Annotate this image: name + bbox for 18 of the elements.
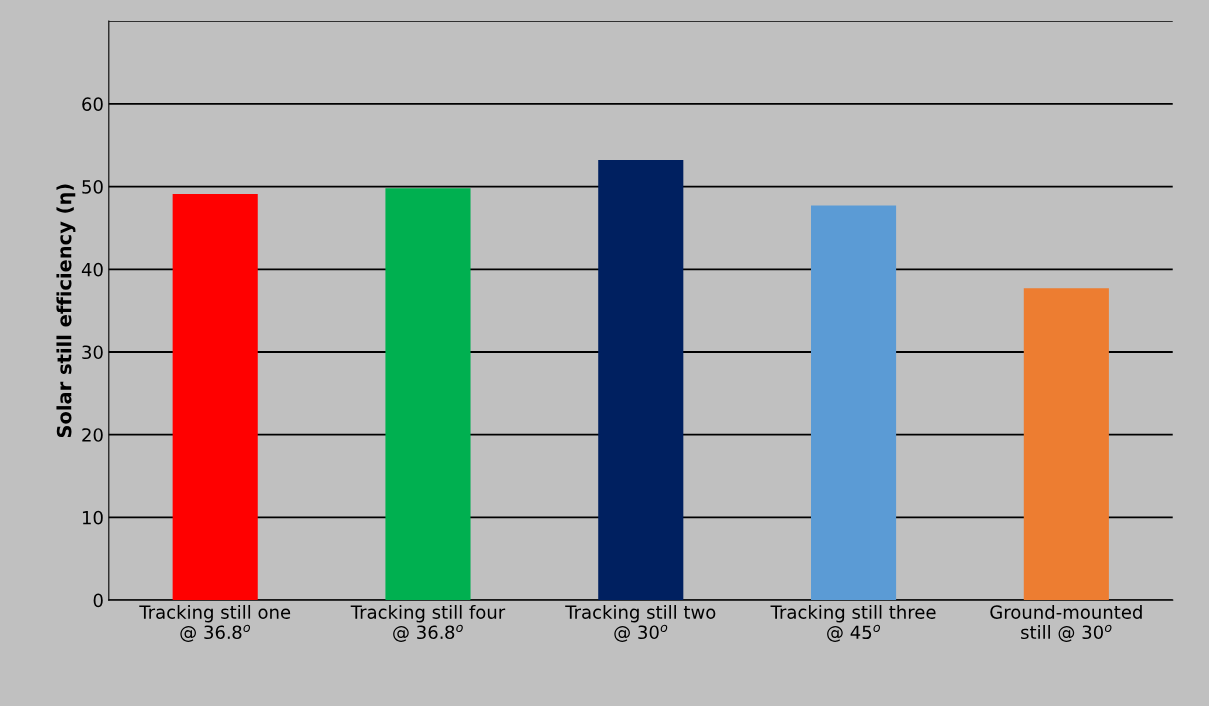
y-tick-label: 20 xyxy=(82,428,103,442)
y-tick-label: 40 xyxy=(81,262,103,277)
bar xyxy=(172,194,258,601)
x-tick-label: Tracking still two @ 30$^{o}$ xyxy=(565,604,716,642)
x-tick-label: Tracking still three @ 45$^{o}$ xyxy=(770,604,936,642)
bar xyxy=(1023,288,1109,601)
y-tick-label: 50 xyxy=(82,180,103,194)
bar xyxy=(385,188,471,601)
x-tick-label: Ground-mounted still @ 30$^{o}$ xyxy=(990,604,1142,642)
x-tick-label: Tracking still one @ 36.8$^{o}$ xyxy=(139,604,291,642)
y-axis-title: Solar still efficiency (η) xyxy=(56,184,76,438)
bar xyxy=(811,205,897,601)
y-tick-label: 0 xyxy=(93,593,103,608)
y-tick-label: 30 xyxy=(82,345,103,360)
y-tick-label: 10 xyxy=(82,510,103,525)
x-tick-label: Tracking still four @ 36.8$^{o}$ xyxy=(350,604,506,642)
y-tick-label: 60 xyxy=(82,97,103,111)
bar xyxy=(598,160,684,601)
